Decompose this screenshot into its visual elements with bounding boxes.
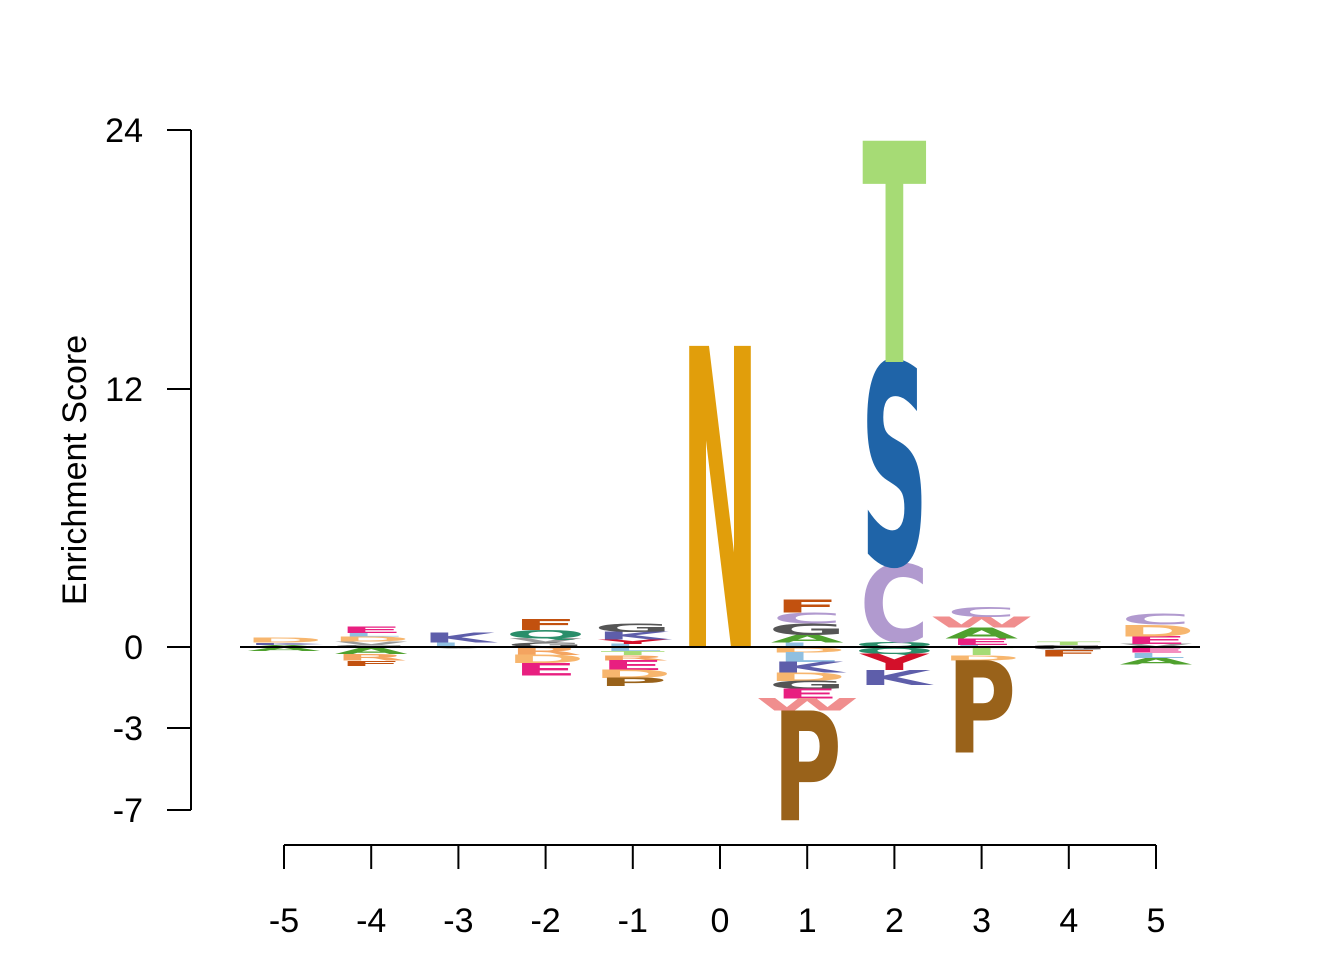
- logo-letter-up: L: [428, 642, 488, 649]
- logo-letter-down: Y: [859, 650, 931, 676]
- logo-letter-up: S: [860, 307, 928, 630]
- logo-letter-up: G: [594, 621, 671, 635]
- logo-letter-up: A: [945, 625, 1018, 642]
- logo-letter-up: F: [513, 616, 577, 633]
- x-tick-label: 3: [972, 902, 991, 940]
- logo-letter-down: L: [777, 650, 837, 665]
- logo-letter-up: K: [596, 630, 672, 642]
- logo-letter-down: D: [942, 654, 1020, 663]
- logo-letter-down: R: [335, 652, 408, 663]
- logo-letter-up: G: [1030, 644, 1107, 647]
- y-tick-label: -7: [113, 792, 143, 830]
- logo-letter-up: L: [952, 644, 1012, 647]
- y-tick-label: 24: [105, 112, 143, 150]
- logo-stacks: AKDAGVDLEARFLKVGVQFRDELYKGLTREDPNLAGCFDL…: [245, 80, 1195, 856]
- logo-letter-down: D: [594, 668, 672, 681]
- logo-letter-down: F: [339, 659, 403, 668]
- logo-letter-down: E: [1124, 646, 1188, 655]
- logo-letter-down: W: [755, 695, 859, 714]
- logo-letter-down: R: [509, 645, 582, 658]
- logo-letter-up: Q: [506, 628, 586, 642]
- logo-letter-down: F: [1037, 648, 1101, 659]
- logo-letter-up: E: [1124, 634, 1188, 646]
- logo-letter-up: D: [1117, 621, 1195, 640]
- logo-letter-up: T: [1037, 641, 1102, 646]
- logo-letter-up: F: [775, 596, 839, 617]
- logo-letter-up: G: [507, 642, 584, 649]
- logo-letter-up: Y: [597, 638, 669, 645]
- logo-letter-down: T: [601, 650, 666, 656]
- logo-letter-up: C: [773, 610, 842, 627]
- logo-letter-down: E: [775, 686, 839, 701]
- logo-letter-up: W: [930, 614, 1034, 631]
- x-tick-label: -3: [443, 902, 473, 940]
- logo-letter-down: D: [768, 646, 846, 655]
- logo-letter-down: A: [335, 645, 408, 656]
- logo-letter-up: L: [341, 632, 401, 637]
- logo-letter-up: E: [339, 625, 403, 635]
- y-tick-label: 12: [105, 371, 143, 409]
- logo-letter-down: E: [601, 658, 665, 673]
- logo-letter-up: K: [422, 630, 499, 645]
- logo-letter-down: A: [1120, 656, 1193, 667]
- x-tick-label: 0: [711, 902, 730, 940]
- x-tick-label: -2: [530, 902, 560, 940]
- logo-letter-down: D: [506, 653, 584, 666]
- x-tick-label: -4: [356, 902, 386, 940]
- x-tick-label: -1: [618, 902, 648, 940]
- logo-letter-up: G: [769, 620, 846, 639]
- y-tick-label: 0: [124, 629, 143, 667]
- logo-letter-up: V: [335, 641, 408, 646]
- logo-letter-up: E: [949, 637, 1013, 647]
- x-tick-label: -5: [269, 902, 299, 940]
- logo-letter-down: L: [603, 646, 663, 652]
- y-axis: 24 12 0 -3 -7: [105, 112, 192, 830]
- y-axis-title: Enrichment Score: [56, 335, 94, 605]
- logo-letter-down: G: [768, 679, 845, 692]
- logo-letter-up: L: [603, 643, 663, 648]
- logo-letter-down: K: [771, 659, 848, 676]
- logo-letter-up: A: [771, 633, 844, 645]
- logo-letter-down: A: [248, 646, 321, 652]
- logo-letter-down: E: [513, 660, 577, 679]
- logo-letter-down: G: [1030, 646, 1107, 650]
- logo-letter-down: Q: [854, 645, 934, 656]
- logo-letter-up: K: [247, 642, 323, 645]
- x-tick-label: 2: [885, 902, 904, 940]
- logo-letter-up: G: [333, 644, 410, 647]
- x-tick-label: 4: [1059, 902, 1078, 940]
- logo-letter-down: P: [947, 637, 1016, 783]
- x-axis: -5 -4 -3 -2 -1 0 1 2 3 4 5: [269, 844, 1166, 940]
- logo-letter-up: L: [777, 642, 837, 649]
- logo-letter-up: D: [332, 635, 410, 644]
- x-tick-label: 5: [1147, 902, 1166, 940]
- logo-letter-down: D: [768, 670, 846, 683]
- logo-letter-up: A: [248, 644, 322, 647]
- logo-letter-up: D: [245, 636, 323, 645]
- logo-letter-up: N: [681, 264, 760, 745]
- logo-letter-up: T: [862, 80, 926, 434]
- logo-letter-up: Q: [854, 640, 934, 649]
- logo-letter-down: T: [949, 645, 1014, 658]
- logo-letter-down: L: [1126, 651, 1186, 660]
- logo-letter-up: V: [1120, 643, 1193, 648]
- logo-letter-up: V: [509, 637, 582, 644]
- logo-letter-down: R: [597, 654, 670, 663]
- x-tick-label: 1: [798, 902, 817, 940]
- logo-letter-up: C: [947, 605, 1016, 620]
- y-tick-label: -3: [113, 710, 143, 748]
- logo-letter-down: K: [858, 666, 934, 690]
- logo-letter-up: C: [1121, 611, 1190, 628]
- logo-letter-down: P: [598, 676, 667, 689]
- logo-letter-down: P: [773, 680, 842, 856]
